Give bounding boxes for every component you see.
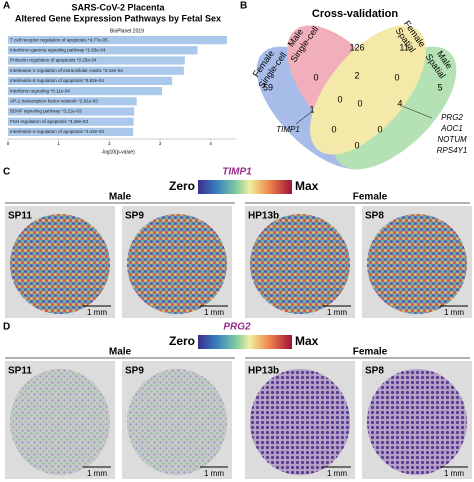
tissue [127, 369, 227, 475]
tissue [250, 214, 350, 314]
sample-label: HP13b [248, 366, 279, 377]
scale-label: 1 mm [204, 308, 224, 317]
sample-label: SP11 [8, 211, 32, 222]
venn-sets [256, 25, 457, 170]
sample-label: HP13b [248, 211, 279, 222]
venn-count: 0 [354, 140, 359, 150]
sample-label: SP8 [365, 366, 384, 377]
chart-subtitle: Altered Gene Expression Pathways by Feta… [15, 13, 221, 23]
bar-label: FSH regulation of apoptosis *3.28e-03 [10, 119, 88, 124]
venn-count: 126 [349, 42, 364, 52]
tissue [367, 369, 467, 475]
panel-label: A [3, 1, 10, 12]
bar [8, 127, 134, 136]
scale-label: 1 mm [327, 308, 347, 317]
x-tick-label: 2 [108, 141, 111, 146]
group-label: Male [109, 347, 132, 358]
bar [8, 107, 135, 116]
venn-count: 0 [357, 98, 362, 108]
group-label: Female [353, 347, 388, 358]
gene-label: RPS4Y1 [437, 146, 468, 155]
colorbar-low: Zero [169, 179, 195, 193]
tissue [10, 214, 110, 314]
scale-label: 1 mm [444, 469, 464, 478]
tissue [250, 369, 350, 475]
group-label: Male [109, 192, 132, 203]
venn-count: 11 [399, 42, 408, 52]
sample-label: SP8 [365, 211, 384, 222]
panel-label: B [240, 1, 247, 12]
gene-label: NOTUM [437, 135, 467, 144]
gene-label: TIMP1 [276, 125, 300, 134]
scale-label: 1 mm [87, 469, 107, 478]
scale-label: 1 mm [204, 469, 224, 478]
venn-count: 4 [397, 98, 402, 108]
x-tick-label: 4 [209, 141, 212, 146]
bar-label: T cell receptor regulation of apoptosis … [10, 37, 108, 42]
x-tick-label: 1 [57, 141, 60, 146]
bar [8, 76, 173, 85]
bar-label: Interferon-gamma signaling pathway *1.83… [10, 48, 106, 53]
gene-title: PRG2 [223, 322, 251, 333]
bar [8, 66, 184, 75]
venn-title: Cross-validation [312, 8, 398, 20]
panel-label: C [3, 167, 10, 178]
colorbar-low: Zero [169, 334, 195, 348]
bar-label: Interferon signaling *9.11e-04 [10, 88, 70, 93]
sample-label: SP9 [125, 211, 144, 222]
bar [8, 97, 137, 106]
bar-label: Interleukin-4 regulation of apoptosis *3… [10, 129, 104, 134]
venn-count: 0 [377, 124, 382, 134]
scale-label: 1 mm [327, 469, 347, 478]
colorbar [198, 335, 292, 349]
scale-label: 1 mm [87, 308, 107, 317]
sample-label: SP11 [8, 366, 32, 377]
venn-count: 0 [337, 94, 342, 104]
tissue [127, 214, 227, 314]
colorbar-high: Max [295, 334, 319, 348]
bar-label: BDNF signaling pathway *3.21e-03 [10, 109, 82, 114]
venn-count: 0 [331, 124, 336, 134]
gene-title: TIMP1 [222, 167, 252, 178]
gene-label: AOC1 [440, 124, 463, 133]
bar [8, 87, 163, 96]
venn-count: 1 [309, 104, 314, 114]
source: BioPlanet 2019 [110, 28, 144, 34]
bar [8, 56, 185, 65]
colorbar-high: Max [295, 179, 319, 193]
pointer [401, 105, 433, 119]
scale-label: 1 mm [444, 308, 464, 317]
venn-count: 0 [394, 72, 399, 82]
bar [8, 117, 134, 126]
x-axis-label: -log10(p-value) [101, 149, 135, 155]
tissue [10, 369, 110, 475]
x-tick-label: 0 [7, 141, 10, 146]
venn-count: 2 [354, 70, 359, 80]
bar [8, 46, 198, 55]
x-tick-label: 3 [159, 141, 162, 146]
venn-count: 0 [313, 72, 318, 82]
tissue [367, 214, 467, 314]
chart-title: SARS-CoV-2 Placenta [71, 2, 165, 12]
bar-label: Prolactin regulation of apoptosis *3.25e… [10, 58, 97, 63]
bar-label: Interleukin-1 regulation of extracellula… [10, 68, 123, 73]
panel-label: D [3, 322, 10, 333]
bar-label: Interleukin-5 regulation of apoptosis *5… [10, 78, 104, 83]
gene-label: PRG2 [441, 113, 463, 122]
sample-label: SP9 [125, 366, 144, 377]
colorbar [198, 180, 292, 194]
bar [8, 36, 227, 45]
venn-count: 59 [263, 82, 273, 92]
pointer [295, 112, 311, 125]
bar-label: AP-1 transcription factor network *2.91e… [10, 99, 98, 104]
venn-count: 5 [437, 82, 442, 92]
group-label: Female [353, 192, 388, 203]
